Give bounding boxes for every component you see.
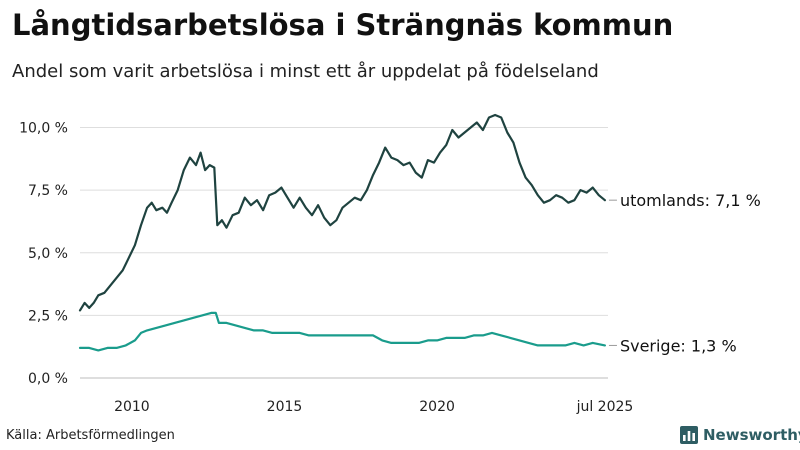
y-tick-label: 5,0 % — [28, 246, 68, 262]
series-end-labels: utomlands: 7,1 % Sverige: 1,3 % — [608, 191, 761, 355]
gridlines — [80, 127, 608, 379]
x-tick-label: 2015 — [267, 399, 303, 415]
source-note: Källa: Arbetsförmedlingen — [6, 428, 175, 443]
chart-title: Långtidsarbetslösa i Strängnäs kommun — [12, 8, 674, 42]
y-tick-label: 7,5 % — [28, 183, 68, 199]
x-axis-ticks: 2010 2015 2020 jul 2025 — [114, 399, 633, 415]
brand-logo: Newsworthy — [680, 426, 800, 444]
x-tick-label: jul 2025 — [576, 399, 634, 415]
y-tick-label: 0,0 % — [28, 371, 68, 387]
series-lines — [78, 113, 606, 352]
bar-chart-icon — [680, 426, 698, 444]
y-tick-label: 2,5 % — [28, 308, 68, 324]
series-end-label-utomlands: utomlands: 7,1 % — [620, 191, 761, 210]
series-line-sverige — [78, 311, 606, 352]
series-line-utomlands — [78, 113, 606, 312]
x-tick-label: 2020 — [419, 399, 455, 415]
y-tick-label: 10,0 % — [19, 121, 68, 137]
chart-subtitle: Andel som varit arbetslösa i minst ett å… — [12, 61, 599, 82]
series-end-label-sverige: Sverige: 1,3 % — [620, 336, 737, 355]
brand-name: Newsworthy — [703, 426, 800, 444]
x-tick-label: 2010 — [114, 399, 150, 415]
y-axis-ticks: 0,0 % 2,5 % 5,0 % 7,5 % 10,0 % — [19, 121, 68, 387]
